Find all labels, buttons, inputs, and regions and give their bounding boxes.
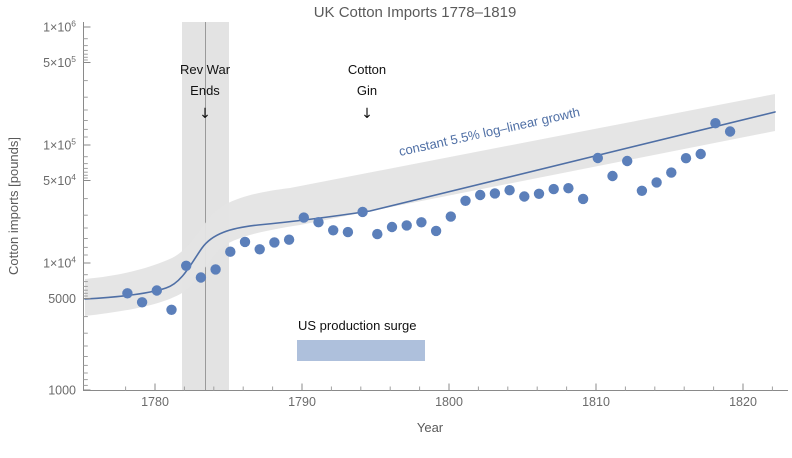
y-axis: 1×106 5×105 1×105 5×104 1×104 5000 1000 … xyxy=(6,19,91,398)
data-point xyxy=(607,170,618,182)
data-point xyxy=(636,185,648,196)
x-tick-label-1810: 1810 xyxy=(582,395,610,409)
data-point xyxy=(533,188,545,199)
y-tick-label-5e5: 5×105 xyxy=(43,54,76,70)
data-point xyxy=(519,191,530,202)
data-point xyxy=(225,246,236,257)
x-tick-label-1820: 1820 xyxy=(729,395,757,409)
data-point xyxy=(651,177,662,188)
data-point xyxy=(504,185,515,196)
data-point xyxy=(357,206,368,218)
y-axis-title: Cotton imports [pounds] xyxy=(6,137,21,275)
data-point xyxy=(151,285,162,296)
y-tick-label-5000: 5000 xyxy=(48,292,76,306)
y-ticks-minor xyxy=(83,38,88,386)
data-point xyxy=(563,183,574,194)
data-point xyxy=(283,234,295,245)
rev-war-arrow-icon: ↓ xyxy=(199,106,211,122)
data-point xyxy=(372,228,383,240)
rev-war-label-line2: Ends xyxy=(190,83,220,98)
confidence-band xyxy=(85,94,775,316)
us-production-surge-bar xyxy=(297,340,425,361)
data-point xyxy=(592,152,603,164)
data-point xyxy=(298,212,309,223)
data-point xyxy=(254,244,265,255)
data-point xyxy=(445,211,456,222)
data-point xyxy=(166,304,177,315)
data-point xyxy=(489,188,501,199)
data-point xyxy=(269,237,280,248)
data-point xyxy=(724,126,736,137)
data-point xyxy=(195,272,207,283)
data-point xyxy=(666,167,677,178)
y-tick-label-1e6: 1×106 xyxy=(43,19,76,35)
x-tick-label-1780: 1780 xyxy=(141,395,169,409)
x-tick-label-1800: 1800 xyxy=(435,395,463,409)
data-point xyxy=(181,260,192,271)
data-point xyxy=(328,225,339,236)
y-tick-label-1e4: 1×104 xyxy=(43,255,76,271)
y-tick-label-5e4: 5×104 xyxy=(43,172,76,188)
x-tick-label-1790: 1790 xyxy=(288,395,316,409)
data-point xyxy=(680,153,692,164)
cotton-gin-label-line2: Gin xyxy=(357,83,377,98)
data-point xyxy=(577,193,589,205)
data-point xyxy=(136,297,148,308)
x-axis: 1780 1790 1800 1810 1820 Year xyxy=(83,383,788,435)
data-point xyxy=(548,183,559,195)
data-point xyxy=(210,264,221,275)
us-production-surge-label: US production surge xyxy=(298,318,417,333)
cotton-gin-arrow-icon: ↓ xyxy=(361,106,373,122)
data-point xyxy=(416,217,427,228)
data-point xyxy=(475,189,486,201)
data-point xyxy=(622,155,633,167)
rev-war-label-line1: Rev War xyxy=(180,62,231,77)
data-point xyxy=(710,118,721,129)
annotation-cotton-gin: Cotton Gin ↓ xyxy=(348,62,386,122)
annotation-rev-war-ends: Rev War Ends ↓ xyxy=(180,62,231,122)
x-axis-title: Year xyxy=(417,420,444,435)
x-ticks-minor xyxy=(125,386,773,391)
data-point xyxy=(122,288,133,299)
cotton-gin-label-line1: Cotton xyxy=(348,62,386,77)
data-point xyxy=(401,220,412,231)
y-tick-label-1e5: 1×105 xyxy=(43,137,76,153)
chart-title: UK Cotton Imports 1778–1819 xyxy=(314,4,517,21)
data-point xyxy=(342,226,354,238)
annotation-us-production-surge: US production surge xyxy=(297,318,425,361)
data-point xyxy=(239,236,251,248)
data-point xyxy=(460,195,471,206)
data-point xyxy=(695,148,706,160)
data-point xyxy=(313,217,324,228)
y-tick-label-1000: 1000 xyxy=(48,384,76,398)
data-point xyxy=(430,225,442,237)
data-point xyxy=(386,221,398,233)
data-points xyxy=(122,118,736,315)
